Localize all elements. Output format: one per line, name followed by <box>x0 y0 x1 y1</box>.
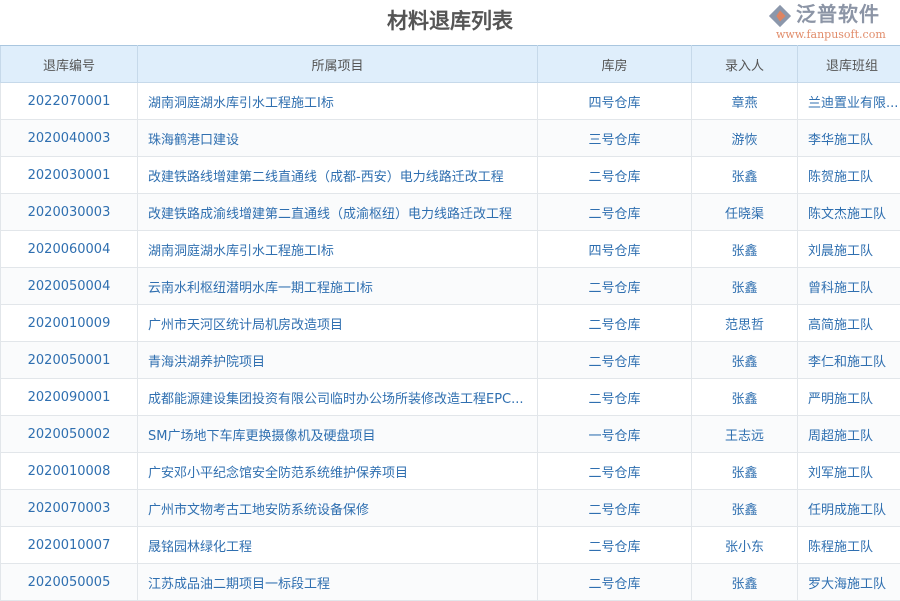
entered-by-cell: 张小东 <box>692 527 798 564</box>
warehouse-cell: 四号仓库 <box>538 83 692 120</box>
project-link[interactable]: 改建铁路成渝线增建第二直通线（成渝枢纽）电力线路迁改工程 <box>138 194 538 231</box>
warehouse-cell: 三号仓库 <box>538 120 692 157</box>
project-link[interactable]: 云南水利枢纽潜明水库一期工程施工I标 <box>138 268 538 305</box>
team-link: 曾科施工队 <box>798 268 900 305</box>
column-header-entered-by[interactable]: 录入人 <box>692 46 798 83</box>
return-no-cell[interactable]: 2020030003 <box>1 194 138 231</box>
warehouse-cell: 二号仓库 <box>538 268 692 305</box>
return-no-cell[interactable]: 2020070003 <box>1 490 138 527</box>
entered-by-cell: 张鑫 <box>692 564 798 601</box>
team-link: 陈文杰施工队 <box>798 194 900 231</box>
return-no-cell[interactable]: 2020060004 <box>1 231 138 268</box>
team-link: 周超施工队 <box>798 416 900 453</box>
project-link[interactable]: 广州市文物考古工地安防系统设备保修 <box>138 490 538 527</box>
team-link: 陈贺施工队 <box>798 157 900 194</box>
project-link[interactable]: 成都能源建设集团投资有限公司临时办公场所装修改造工程EPC... <box>138 379 538 416</box>
entered-by-cell: 章燕 <box>692 83 798 120</box>
team-link: 兰迪置业有限... <box>798 83 900 120</box>
team-link: 高简施工队 <box>798 305 900 342</box>
entered-by-cell: 游恢 <box>692 120 798 157</box>
warehouse-cell: 一号仓库 <box>538 416 692 453</box>
team-link: 严明施工队 <box>798 379 900 416</box>
return-no-cell[interactable]: 2020030001 <box>1 157 138 194</box>
return-no-cell[interactable]: 2020090001 <box>1 379 138 416</box>
column-header-project[interactable]: 所属项目 <box>138 46 538 83</box>
entered-by-cell: 张鑫 <box>692 342 798 379</box>
project-link[interactable]: 晟铭园林绿化工程 <box>138 527 538 564</box>
team-link: 陈程施工队 <box>798 527 900 564</box>
team-link: 刘军施工队 <box>798 453 900 490</box>
entered-by-cell: 张鑫 <box>692 490 798 527</box>
warehouse-cell: 二号仓库 <box>538 305 692 342</box>
return-no-cell[interactable]: 2020050004 <box>1 268 138 305</box>
entered-by-cell: 任晓渠 <box>692 194 798 231</box>
return-no-cell[interactable]: 2020050002 <box>1 416 138 453</box>
column-header-team[interactable]: 退库班组 <box>798 46 900 83</box>
watermark-logo: 泛普软件 www.fanpusoft.com <box>768 1 900 44</box>
warehouse-cell: 二号仓库 <box>538 527 692 564</box>
return-no-cell[interactable]: 2020040003 <box>1 120 138 157</box>
project-link[interactable]: 湖南洞庭湖水库引水工程施工I标 <box>138 231 538 268</box>
column-header-return-no[interactable]: 退库编号 <box>1 46 138 83</box>
entered-by-cell: 张鑫 <box>692 453 798 490</box>
watermark-url: www.fanpusoft.com <box>776 28 886 42</box>
project-link[interactable]: SM广场地下车库更换摄像机及硬盘项目 <box>138 416 538 453</box>
entered-by-cell: 张鑫 <box>692 379 798 416</box>
project-link[interactable]: 广安邓小平纪念馆安全防范系统维护保养项目 <box>138 453 538 490</box>
entered-by-cell: 张鑫 <box>692 157 798 194</box>
warehouse-cell: 二号仓库 <box>538 564 692 601</box>
return-no-cell[interactable]: 2020010007 <box>1 527 138 564</box>
warehouse-cell: 二号仓库 <box>538 453 692 490</box>
project-link[interactable]: 珠海鹤港口建设 <box>138 120 538 157</box>
team-link: 任明成施工队 <box>798 490 900 527</box>
return-no-cell[interactable]: 2020010008 <box>1 453 138 490</box>
column-header-warehouse[interactable]: 库房 <box>538 46 692 83</box>
warehouse-cell: 二号仓库 <box>538 490 692 527</box>
entered-by-cell: 张鑫 <box>692 268 798 305</box>
warehouse-cell: 二号仓库 <box>538 342 692 379</box>
team-link: 李华施工队 <box>798 120 900 157</box>
entered-by-cell: 王志远 <box>692 416 798 453</box>
team-link: 刘晨施工队 <box>798 231 900 268</box>
return-no-cell[interactable]: 2020010009 <box>1 305 138 342</box>
table-header: 退库编号 所属项目 库房 录入人 退库班组 <box>1 46 900 83</box>
warehouse-cell: 四号仓库 <box>538 231 692 268</box>
project-link[interactable]: 江苏成品油二期项目一标段工程 <box>138 564 538 601</box>
entered-by-cell: 范思哲 <box>692 305 798 342</box>
entered-by-cell: 张鑫 <box>692 231 798 268</box>
return-no-cell[interactable]: 2020050005 <box>1 564 138 601</box>
warehouse-cell: 二号仓库 <box>538 157 692 194</box>
watermark-name: 泛普软件 <box>796 1 880 27</box>
fanpu-logo-icon <box>768 4 792 28</box>
warehouse-cell: 二号仓库 <box>538 379 692 416</box>
team-link: 罗大海施工队 <box>798 564 900 601</box>
project-link[interactable]: 湖南洞庭湖水库引水工程施工I标 <box>138 83 538 120</box>
project-link[interactable]: 广州市天河区统计局机房改造项目 <box>138 305 538 342</box>
page-title: 材料退库列表 <box>300 0 600 45</box>
return-no-cell[interactable]: 2022070001 <box>1 83 138 120</box>
project-link[interactable]: 改建铁路线增建第二线直通线（成都-西安）电力线路迁改工程 <box>138 157 538 194</box>
warehouse-cell: 二号仓库 <box>538 194 692 231</box>
project-link[interactable]: 青海洪湖养护院项目 <box>138 342 538 379</box>
return-no-cell[interactable]: 2020050001 <box>1 342 138 379</box>
team-link: 李仁和施工队 <box>798 342 900 379</box>
